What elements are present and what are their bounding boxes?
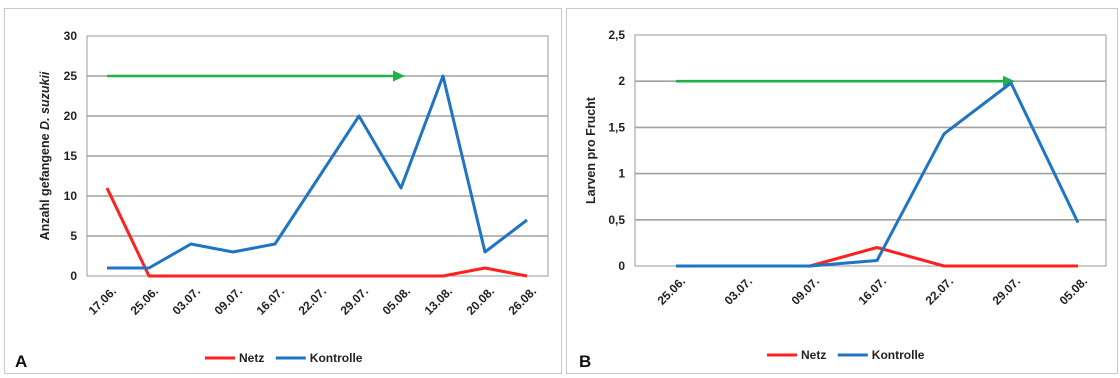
chart-b-svg: 0 0,5 1 1,5 2 2,5 25.06. 03.07. 09.07. 16.07. 22.0… (579, 28, 1107, 371)
y-axis-label: Larven pro Frucht (584, 96, 598, 204)
y-axis-label-italic: D. suzukii (38, 71, 52, 130)
x-tick-label: 05.08. (1057, 274, 1090, 307)
legend-label-kontrolle: Kontrolle (872, 348, 925, 362)
x-tick-label: 26.08. (506, 284, 539, 317)
x-tick-label: 25.06. (128, 284, 161, 317)
x-tick-label: 22.07. (923, 274, 956, 307)
x-tick-label: 13.08. (422, 284, 455, 317)
y-tick-label: 2 (618, 74, 625, 88)
legend-label-netz: Netz (801, 348, 826, 362)
arrow-head (1003, 75, 1015, 87)
x-tick-label: 25.06. (655, 274, 688, 307)
series-line-netz (676, 246, 1078, 268)
panel-letter: A (15, 352, 27, 371)
arrow-head (393, 70, 405, 82)
legend-label-netz: Netz (239, 351, 264, 365)
x-tick-label: 16.07. (856, 274, 889, 307)
x-tick-label: 16.07. (254, 284, 287, 317)
y-tick-label: 0,5 (608, 213, 625, 227)
x-tick-label: 29.07. (990, 274, 1023, 307)
y-tick-label: 0 (70, 269, 77, 283)
x-tick-label: 03.07. (722, 274, 755, 307)
y-tick-label: 2,5 (608, 28, 625, 42)
x-tick-label: 09.07. (789, 274, 822, 307)
y-tick-label: 1,5 (608, 120, 625, 134)
y-tick-label: 30 (64, 29, 78, 43)
x-tick-label: 29.07. (338, 284, 371, 317)
series-line-netz (105, 187, 528, 278)
x-tick-label: 09.07. (212, 284, 245, 317)
x-tick-label: 17.06. (86, 284, 119, 317)
legend-label-kontrolle: Kontrolle (310, 351, 363, 365)
y-axis-label-text: Anzahl gefangene (38, 130, 52, 240)
y-tick-label: 20 (64, 109, 78, 123)
y-axis-label: Anzahl gefangene D. suzukii (38, 71, 52, 240)
plot-area (634, 34, 1107, 267)
chart-panel-a: 0 5 10 15 20 25 30 17.06. 25.06. 03.07. 09.07. 16.0… (4, 8, 562, 374)
y-tick-label: 15 (64, 149, 78, 163)
x-tick-label: 20.08. (464, 284, 497, 317)
x-tick-label: 03.07. (170, 284, 203, 317)
y-tick-label: 25 (64, 69, 78, 83)
chart-a-svg: 0 5 10 15 20 25 30 17.06. 25.06. 03.07. 09.07. 16.0… (15, 29, 549, 371)
x-tick-label: 05.08. (380, 284, 413, 317)
chart-panel-b: 0 0,5 1 1,5 2 2,5 25.06. 03.07. 09.07. 16.07. 22.0… (566, 8, 1118, 374)
y-tick-label: 5 (70, 229, 77, 243)
y-tick-label: 0 (618, 259, 625, 273)
series-line-kontrolle (107, 74, 528, 270)
series-line-kontrolle (676, 81, 1080, 268)
y-tick-label: 1 (618, 167, 625, 181)
x-tick-label: 22.07. (296, 284, 329, 317)
y-tick-label: 10 (64, 189, 78, 203)
panel-letter: B (579, 352, 591, 371)
